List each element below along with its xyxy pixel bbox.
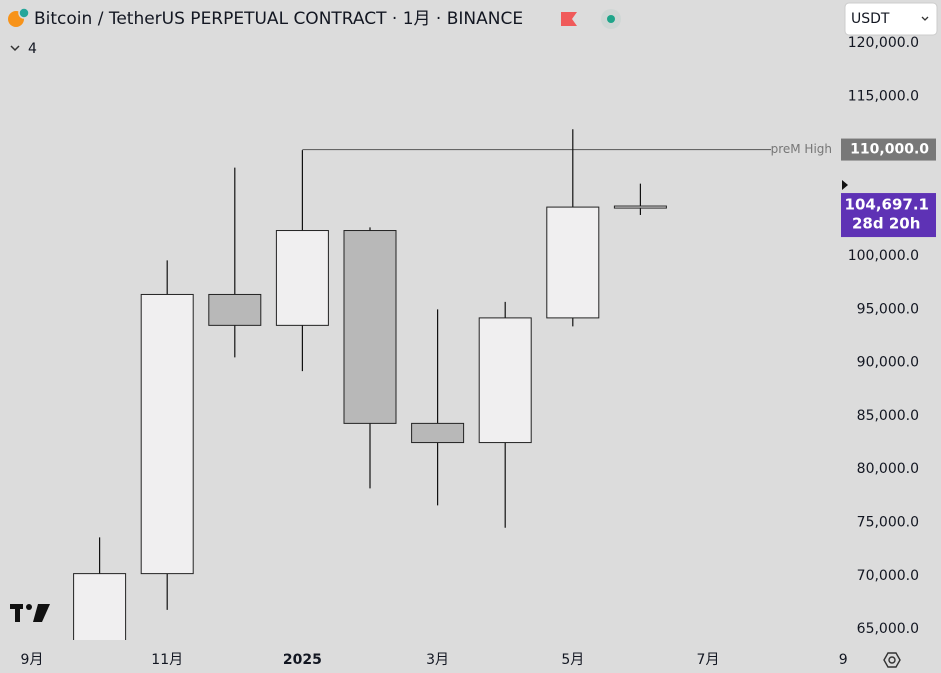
y-tick-label: 115,000.0 [848, 88, 919, 104]
last-price-box [841, 193, 936, 238]
y-tick-label: 85,000.0 [857, 408, 919, 424]
select-arrow [921, 16, 929, 21]
y-tick-label: 80,000.0 [857, 461, 919, 477]
candle-body [411, 422, 465, 444]
reference-name: preM High [771, 142, 832, 156]
status-dot [607, 15, 615, 23]
y-tick-label: 70,000.0 [857, 568, 919, 584]
x-tick-label: 9 [839, 652, 848, 668]
y-tick-label: 100,000.0 [848, 248, 919, 264]
candle-body [478, 317, 532, 444]
collapse-icon[interactable] [10, 45, 20, 52]
reference-price-box [841, 138, 936, 161]
exchange-icon [18, 7, 30, 19]
y-tick-label: 90,000.0 [857, 355, 919, 371]
y-tick-label: 65,000.0 [857, 621, 919, 637]
tv-logo [10, 604, 50, 622]
x-tick-label: 2025 [283, 652, 322, 668]
last-price-label: 104,697.1 [845, 196, 929, 214]
y-tick-label: 120,000.0 [848, 35, 919, 51]
indicator-count[interactable]: 4 [28, 41, 37, 57]
settings-icon[interactable] [883, 652, 901, 668]
reference-price-label: 110,000.0 [850, 142, 929, 158]
candle-body [546, 206, 600, 319]
x-tick-label: 9月 [21, 652, 44, 668]
x-tick-label: 11月 [151, 652, 183, 668]
candle-body [613, 205, 667, 209]
currency-label[interactable]: USDT [851, 11, 890, 27]
symbol-title: Bitcoin / TetherUS PERPETUAL CONTRACT · … [34, 9, 523, 29]
flag-icon[interactable] [561, 12, 577, 26]
candle-body [343, 230, 397, 424]
plot-area [73, 129, 771, 640]
candle-body [73, 573, 127, 640]
candle-body [208, 293, 262, 326]
price-marker [842, 180, 848, 191]
candle-body [275, 230, 329, 326]
countdown-label: 28d 20h [852, 215, 920, 233]
currency-select[interactable] [844, 2, 938, 36]
y-tick-label: 95,000.0 [857, 301, 919, 317]
x-tick-label: 7月 [697, 652, 720, 668]
candle-body [140, 293, 194, 575]
x-tick-label: 3月 [426, 652, 449, 668]
x-tick-label: 5月 [561, 652, 584, 668]
y-tick-label: 75,000.0 [857, 514, 919, 530]
